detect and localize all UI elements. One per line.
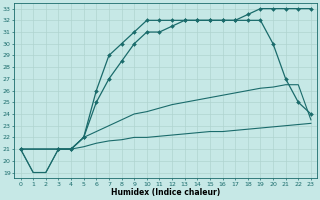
X-axis label: Humidex (Indice chaleur): Humidex (Indice chaleur)	[111, 188, 220, 197]
